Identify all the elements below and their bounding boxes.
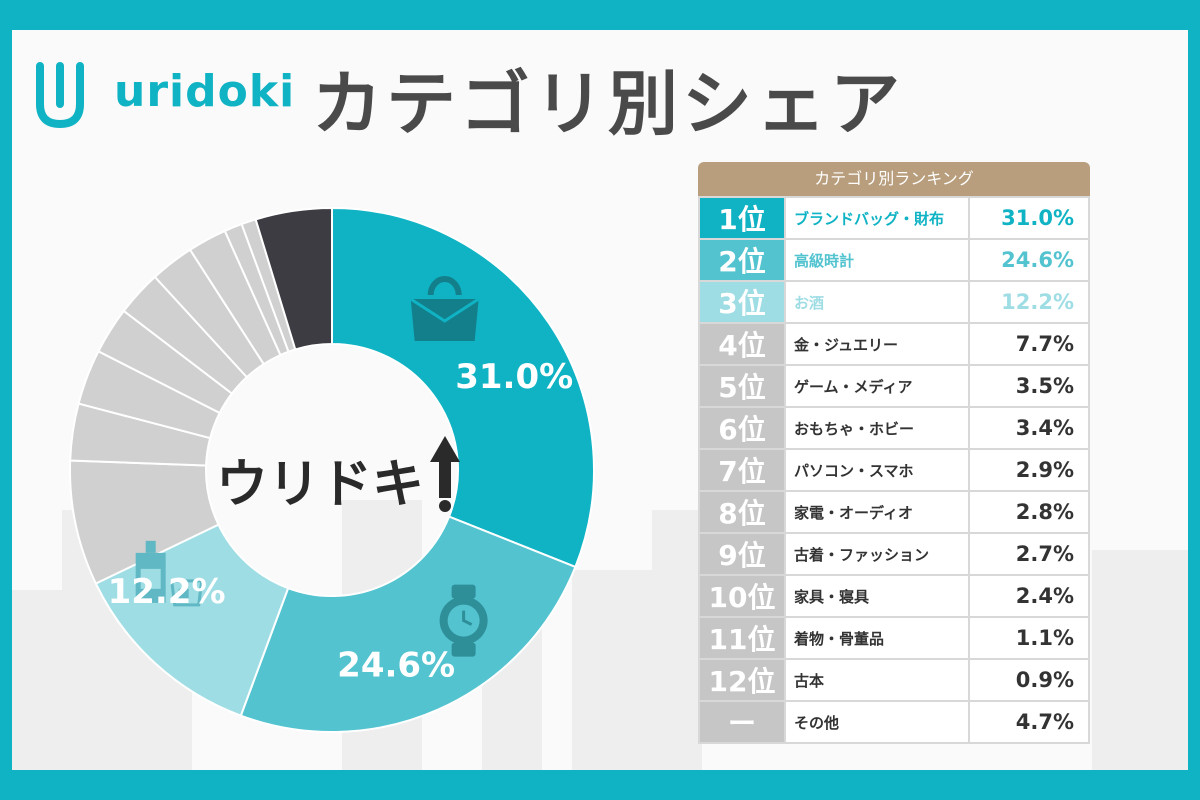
rank-share-value: 0.9% bbox=[968, 658, 1090, 702]
rank-position: 11位 bbox=[698, 616, 786, 660]
ranking-header: カテゴリ別ランキング bbox=[698, 162, 1090, 196]
rank-position: 1位 bbox=[698, 196, 786, 240]
rank-share-value: 31.0% bbox=[968, 196, 1090, 240]
rank-position: 4位 bbox=[698, 322, 786, 366]
infographic-card: uridoki カテゴリ別シェア 31.0% 24.6% 12.2% ウリドキ カテ… bbox=[12, 30, 1188, 770]
pie-slice bbox=[331, 206, 595, 569]
rank-share-value: 2.4% bbox=[968, 574, 1090, 618]
ranking-row: 6位 おもちゃ・ホビー 3.4% bbox=[698, 406, 1090, 450]
rank-position: 7位 bbox=[698, 448, 786, 492]
logo-text: uridoki bbox=[114, 66, 296, 117]
rank-share-value: 2.7% bbox=[968, 532, 1090, 576]
ranking-panel: カテゴリ別ランキング 1位 ブランドバッグ・財布 31.0% 2位 高級時計 24.6% 3… bbox=[698, 162, 1090, 744]
rank-share-value: 24.6% bbox=[968, 238, 1090, 282]
up-arrow-dot bbox=[439, 500, 451, 512]
rank-share-value: 2.9% bbox=[968, 448, 1090, 492]
ranking-row: 11位 着物・骨董品 1.1% bbox=[698, 616, 1090, 660]
up-arrow-icon bbox=[430, 436, 460, 498]
rank-category-name: パソコン・スマホ bbox=[784, 448, 970, 492]
pie-slice bbox=[239, 515, 577, 733]
rank-category-name: 古着・ファッション bbox=[784, 532, 970, 576]
handbag-icon bbox=[409, 276, 480, 342]
rank-category-name: 家具・寝具 bbox=[784, 574, 970, 618]
rank-share-value: 7.7% bbox=[968, 322, 1090, 366]
ranking-row: 4位 金・ジュエリー 7.7% bbox=[698, 322, 1090, 366]
ranking-row: ーその他 4.7% bbox=[698, 700, 1090, 744]
slice-value-label: 24.6% bbox=[337, 646, 455, 686]
category-share-donut-chart: 31.0% 24.6% 12.2% ウリドキ bbox=[69, 206, 595, 733]
ranking-row: 1位 ブランドバッグ・財布 31.0% bbox=[698, 196, 1090, 240]
rank-position: 8位 bbox=[698, 490, 786, 534]
watch-icon bbox=[439, 584, 488, 657]
bottle-glass-icon bbox=[135, 540, 204, 607]
rank-share-value: 12.2% bbox=[968, 280, 1090, 324]
ranking-row: 9位 古着・ファッション 2.7% bbox=[698, 532, 1090, 576]
rank-category-name: ブランドバッグ・財布 bbox=[784, 196, 970, 240]
rank-position: 2位 bbox=[698, 238, 786, 282]
rank-position: 5位 bbox=[698, 364, 786, 408]
ranking-row: 8位 家電・オーディオ 2.8% bbox=[698, 490, 1090, 534]
pie-slice bbox=[254, 206, 333, 351]
rank-category-name: おもちゃ・ホビー bbox=[784, 406, 970, 450]
rank-category-name: ゲーム・メディア bbox=[784, 364, 970, 408]
ranking-row: 10位 家具・寝具 2.4% bbox=[698, 574, 1090, 618]
slice-value-label: 31.0% bbox=[455, 357, 573, 397]
rank-position: 9位 bbox=[698, 532, 786, 576]
uridoki-logo: uridoki bbox=[32, 52, 294, 132]
rank-category-name: 金・ジュエリー bbox=[784, 322, 970, 366]
rank-position: 10位 bbox=[698, 574, 786, 618]
ranking-row: 12位 古本 0.9% bbox=[698, 658, 1090, 702]
rank-position: 3位 bbox=[698, 280, 786, 324]
rank-share-value: 1.1% bbox=[968, 616, 1090, 660]
rank-share-value: 3.4% bbox=[968, 406, 1090, 450]
rank-category-name: 家電・オーディオ bbox=[784, 490, 970, 534]
ranking-row: 7位 パソコン・スマホ 2.9% bbox=[698, 448, 1090, 492]
rank-position: ー bbox=[698, 700, 786, 744]
rank-category-name: その他 bbox=[784, 700, 970, 744]
rank-category-name: 高級時計 bbox=[784, 238, 970, 282]
paperclip-logo-icon bbox=[36, 62, 84, 129]
rank-share-value: 2.8% bbox=[968, 490, 1090, 534]
rank-share-value: 3.5% bbox=[968, 364, 1090, 408]
page-title: カテゴリ別シェア bbox=[312, 63, 904, 145]
rank-category-name: 着物・骨董品 bbox=[784, 616, 970, 660]
ranking-row: 3位 お酒 12.2% bbox=[698, 280, 1090, 324]
rank-position: 12位 bbox=[698, 658, 786, 702]
rank-category-name: お酒 bbox=[784, 280, 970, 324]
ranking-table: 1位 ブランドバッグ・財布 31.0% 2位 高級時計 24.6% 3位 お酒 12.2% 4位金… bbox=[698, 196, 1090, 744]
slice-value-label: 12.2% bbox=[108, 572, 226, 612]
ranking-row: 2位 高級時計 24.6% bbox=[698, 238, 1090, 282]
rank-share-value: 4.7% bbox=[968, 700, 1090, 744]
center-label: ウリドキ bbox=[216, 455, 424, 515]
rank-category-name: 古本 bbox=[784, 658, 970, 702]
rank-position: 6位 bbox=[698, 406, 786, 450]
ranking-row: 5位 ゲーム・メディア 3.5% bbox=[698, 364, 1090, 408]
